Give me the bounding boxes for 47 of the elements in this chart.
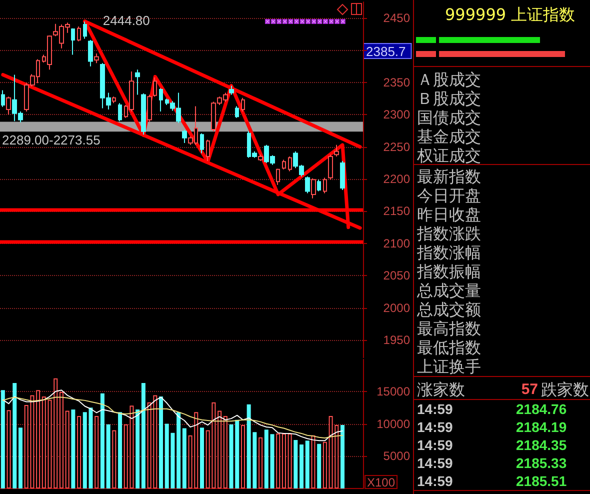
text: 指数振幅 [417, 262, 481, 281]
text: 国债成交 [417, 108, 481, 127]
annotation: 2444.80 [102, 12, 150, 28]
text: Ｂ股成交 [417, 89, 481, 108]
text: 涨家数 [417, 380, 465, 399]
text: 14:59 [417, 454, 453, 472]
y-tick-label: 2350 [383, 75, 410, 90]
y-tick-label: 2050 [383, 268, 410, 283]
text: 2184.35 [516, 436, 567, 454]
text: 昨日收盘 [417, 205, 481, 224]
text: 基金成交 [417, 127, 481, 146]
text: 14:59 [417, 472, 453, 490]
text: 57 [520, 380, 538, 398]
text: 2185.51 [516, 472, 567, 490]
y-tick-label: 2200 [383, 172, 410, 186]
text: Ａ股成交 [417, 70, 481, 89]
text: 指数涨跌 [417, 224, 481, 243]
y-tick-label: 2450 [383, 11, 410, 26]
text: 指数涨幅 [417, 243, 481, 262]
text: 最新指数 [417, 167, 481, 186]
y-tick-label: 2150 [383, 204, 410, 218]
y-tick-label: 1950 [383, 332, 410, 347]
y-axis-title: X100 [367, 476, 396, 490]
y-tick-label: 2100 [383, 236, 410, 250]
text: 最低指数 [417, 338, 481, 357]
y-tick-label: 2300 [383, 108, 410, 122]
y-tick-label: 5000 [383, 449, 410, 464]
text: 2385.7 [366, 44, 406, 59]
text: 上证换手 [417, 357, 481, 376]
y-tick-label: 2000 [383, 300, 410, 315]
text: 2185.33 [516, 454, 567, 472]
text: 14:59 [417, 418, 453, 436]
text: 14:59 [417, 400, 453, 418]
y-tick-label: 15000 [376, 384, 410, 398]
text: 14:59 [417, 436, 453, 454]
text: 今日开盘 [417, 186, 481, 205]
band-label: 2289.00-2273.55 [2, 132, 100, 148]
y-tick-label: 2250 [383, 140, 410, 154]
text: 跌家数 [541, 380, 589, 399]
text: 权证成交 [417, 146, 481, 165]
text: 最高指数 [417, 319, 481, 338]
text: 2184.76 [516, 400, 567, 418]
text: 总成交额 [417, 300, 481, 319]
text: 总成交量 [417, 281, 481, 300]
y-tick-label: 10000 [376, 416, 410, 431]
text: 999999 上证指数 [445, 5, 576, 24]
text: 2184.19 [516, 418, 567, 436]
